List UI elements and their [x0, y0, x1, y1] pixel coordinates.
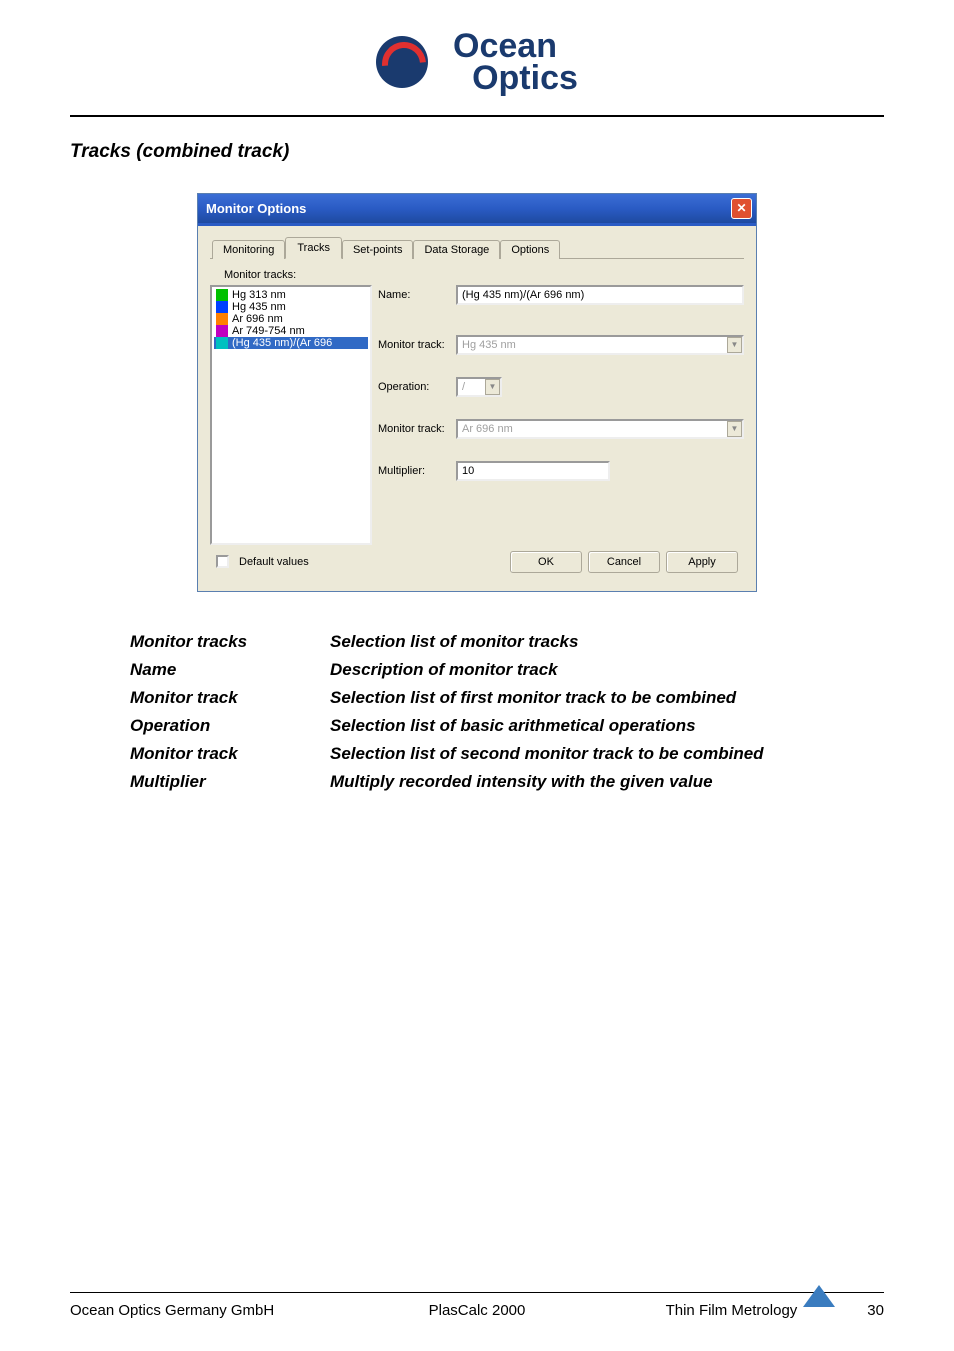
default-values-checkbox[interactable]	[216, 555, 229, 568]
list-item-label: (Hg 435 nm)/(Ar 696	[232, 337, 332, 349]
color-swatch-icon	[216, 325, 228, 337]
footer-left: Ocean Optics Germany GmbH	[70, 1302, 341, 1319]
definition-row: Monitor trackSelection list of second mo…	[130, 744, 824, 764]
monitor-options-dialog: Monitor Options ✕ Monitoring Tracks Set-…	[197, 193, 757, 592]
definition-term: Monitor track	[130, 688, 330, 708]
definition-desc: Multiply recorded intensity with the giv…	[330, 772, 824, 792]
footer-mid: PlasCalc 2000	[341, 1302, 612, 1319]
color-swatch-icon	[216, 301, 228, 313]
list-item[interactable]: Hg 435 nm	[214, 301, 368, 313]
definition-term: Name	[130, 660, 330, 680]
footer-right: Thin Film Metrology	[666, 1302, 798, 1319]
list-item-label: Ar 749-754 nm	[232, 325, 305, 337]
tab-monitoring[interactable]: Monitoring	[212, 240, 285, 259]
list-item[interactable]: Hg 313 nm	[214, 289, 368, 301]
color-swatch-icon	[216, 289, 228, 301]
definition-term: Multiplier	[130, 772, 330, 792]
name-label: Name:	[378, 289, 456, 301]
monitor-track-1-label: Monitor track:	[378, 339, 456, 351]
color-swatch-icon	[216, 313, 228, 325]
operation-label: Operation:	[378, 381, 456, 393]
definition-desc: Description of monitor track	[330, 660, 824, 680]
color-swatch-icon	[216, 337, 228, 349]
definition-row: OperationSelection list of basic arithme…	[130, 716, 824, 736]
section-title: Tracks (combined track)	[70, 141, 884, 163]
definition-row: MultiplierMultiply recorded intensity wi…	[130, 772, 824, 792]
page-footer: Ocean Optics Germany GmbH PlasCalc 2000 …	[70, 1292, 884, 1321]
tab-tracks[interactable]: Tracks	[285, 237, 342, 259]
monitor-track-2-select[interactable]: Ar 696 nm ▼	[456, 419, 744, 439]
monitor-tracks-listbox[interactable]: Hg 313 nmHg 435 nmAr 696 nmAr 749-754 nm…	[210, 285, 372, 545]
page-number: 30	[867, 1302, 884, 1319]
definition-row: Monitor trackSelection list of first mon…	[130, 688, 824, 708]
definition-desc: Selection list of second monitor track t…	[330, 744, 824, 764]
list-item-label: Hg 435 nm	[232, 301, 286, 313]
logo: Ocean Optics	[70, 30, 884, 95]
cancel-button[interactable]: Cancel	[588, 551, 660, 573]
definition-row: Monitor tracksSelection list of monitor …	[130, 632, 824, 652]
tabs: Monitoring Tracks Set-points Data Storag…	[210, 236, 744, 259]
default-values-label: Default values	[239, 556, 309, 568]
list-item[interactable]: Ar 749-754 nm	[214, 325, 368, 337]
multiplier-input[interactable]	[456, 461, 610, 481]
chevron-down-icon: ▼	[727, 337, 742, 353]
ok-button[interactable]: OK	[510, 551, 582, 573]
definition-desc: Selection list of monitor tracks	[330, 632, 824, 652]
definition-row: NameDescription of monitor track	[130, 660, 824, 680]
monitor-track-2-label: Monitor track:	[378, 423, 456, 435]
list-item-label: Ar 696 nm	[232, 313, 283, 325]
name-input[interactable]	[456, 285, 744, 305]
definitions-list: Monitor tracksSelection list of monitor …	[130, 632, 824, 792]
logo-text: Ocean Optics	[432, 30, 578, 95]
list-item[interactable]: (Hg 435 nm)/(Ar 696	[214, 337, 368, 349]
tab-data-storage[interactable]: Data Storage	[413, 240, 500, 259]
definition-desc: Selection list of first monitor track to…	[330, 688, 824, 708]
dialog-titlebar[interactable]: Monitor Options ✕	[198, 194, 756, 223]
chevron-down-icon: ▼	[727, 421, 742, 437]
definition-desc: Selection list of basic arithmetical ope…	[330, 716, 824, 736]
list-item[interactable]: Ar 696 nm	[214, 313, 368, 325]
close-icon[interactable]: ✕	[731, 198, 752, 219]
monitor-tracks-label: Monitor tracks:	[210, 269, 744, 285]
definition-term: Monitor tracks	[130, 632, 330, 652]
tab-options[interactable]: Options	[500, 240, 560, 259]
multiplier-label: Multiplier:	[378, 465, 456, 477]
chevron-down-icon: ▼	[485, 379, 500, 395]
mikropack-logo-icon	[805, 1299, 845, 1321]
dialog-title: Monitor Options	[206, 201, 306, 216]
operation-select[interactable]: / ▼	[456, 377, 502, 397]
definition-term: Monitor track	[130, 744, 330, 764]
monitor-track-1-select[interactable]: Hg 435 nm ▼	[456, 335, 744, 355]
apply-button[interactable]: Apply	[666, 551, 738, 573]
definition-term: Operation	[130, 716, 330, 736]
logo-mark-icon	[376, 36, 428, 88]
tab-set-points[interactable]: Set-points	[342, 240, 414, 259]
list-item-label: Hg 313 nm	[232, 289, 286, 301]
header-rule	[70, 115, 884, 117]
